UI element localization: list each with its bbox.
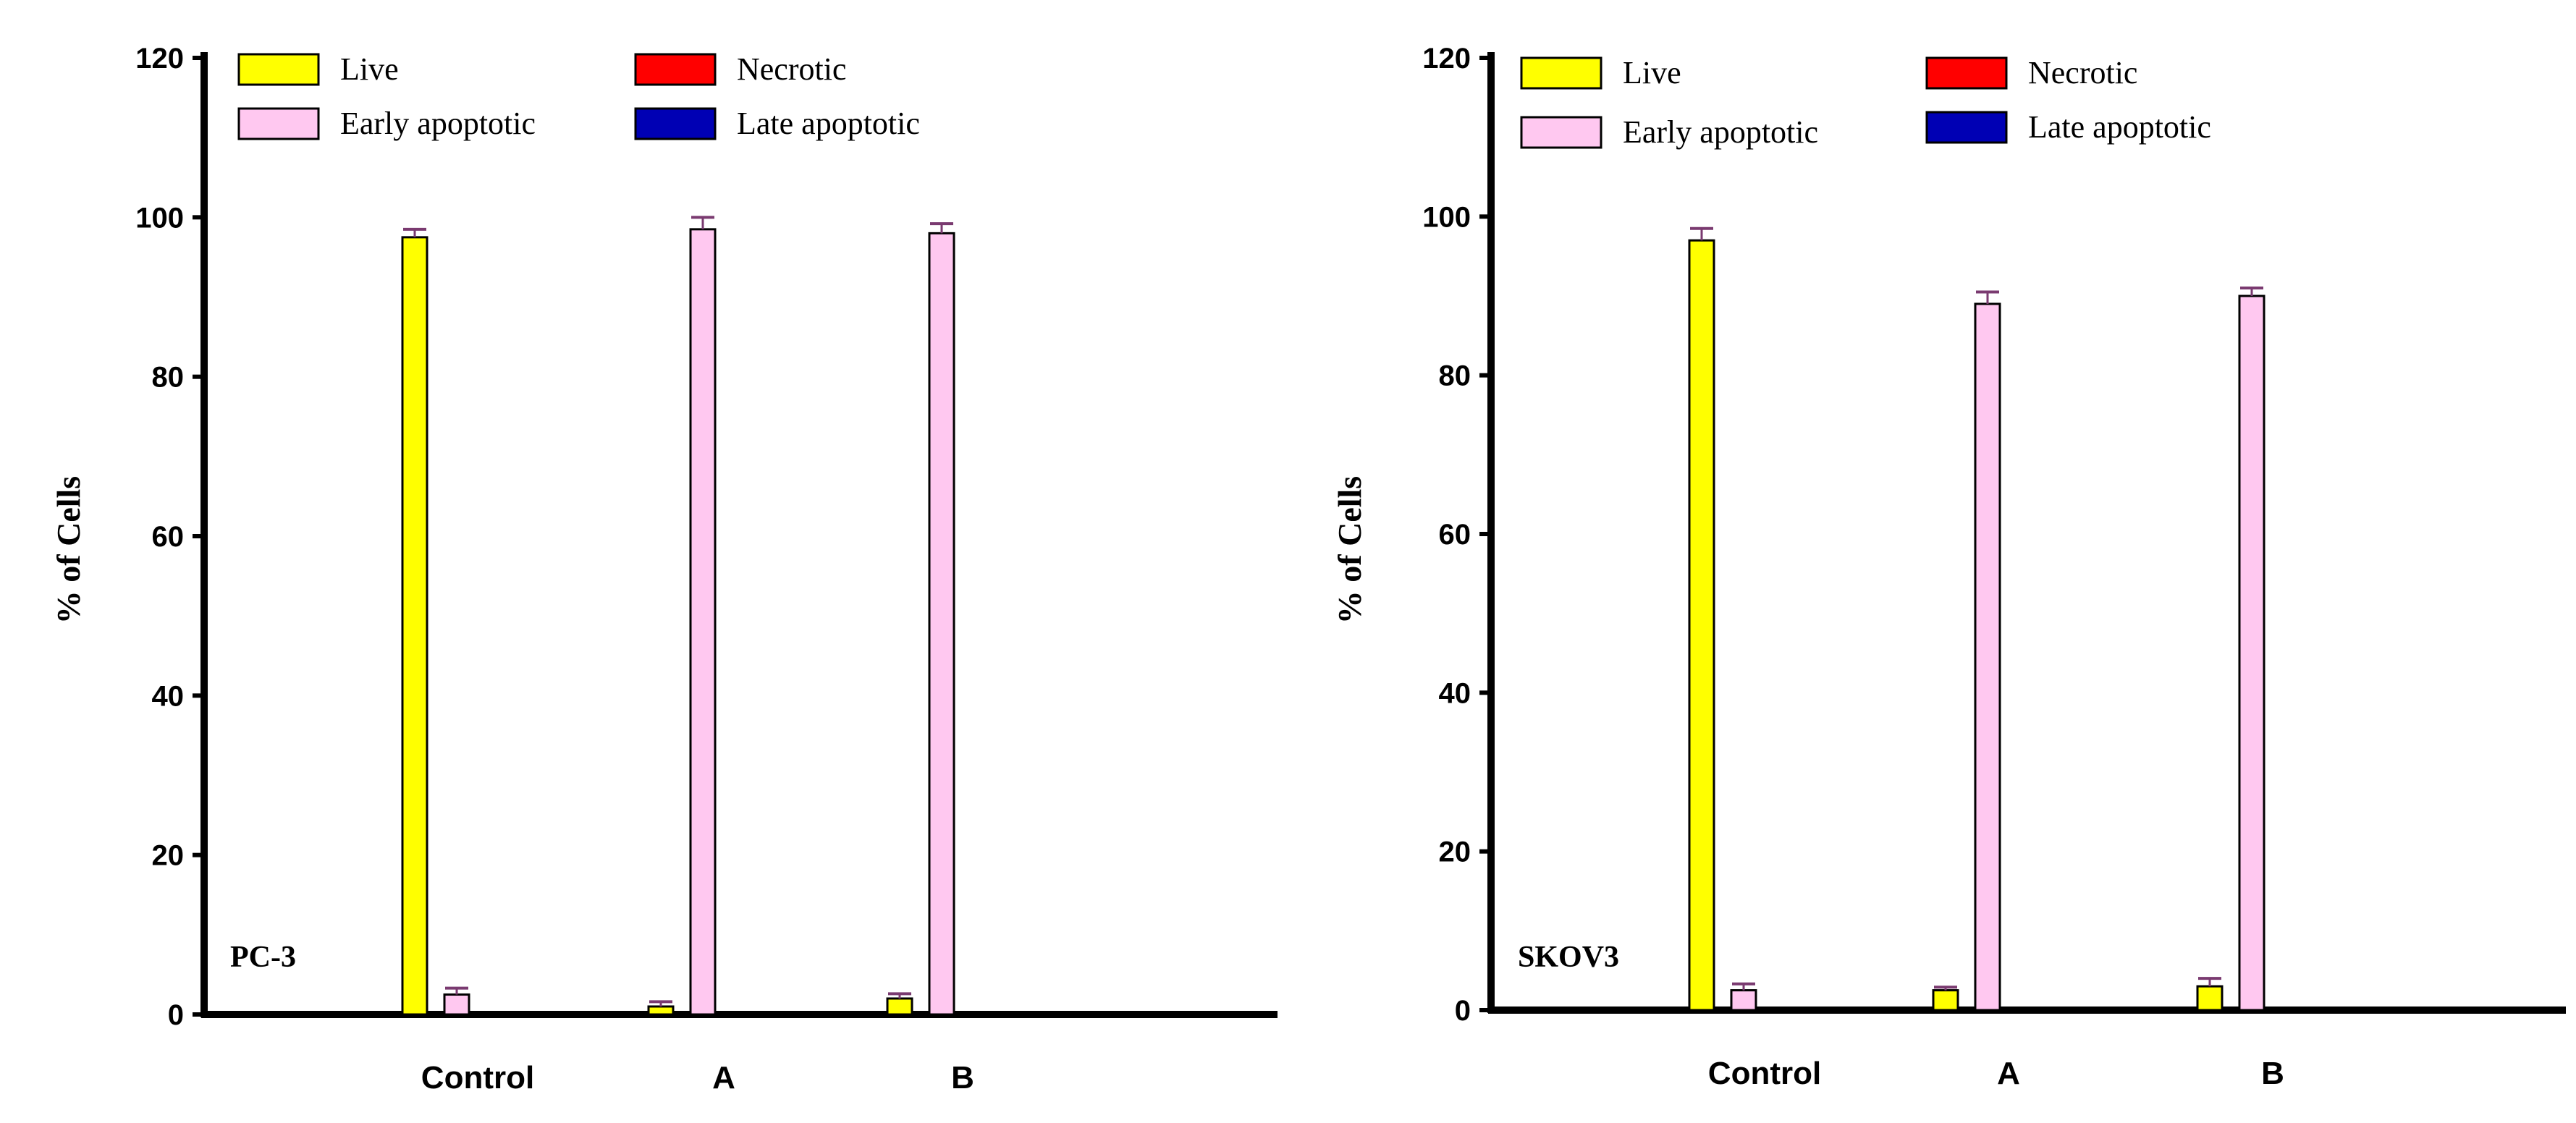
- y-axis-label: % of Cells: [1331, 476, 1368, 624]
- bar-live: [2196, 985, 2224, 1012]
- chart-panel-pc3: % of Cells PC-3 0 20 40 60 80 100 120 Control A B…: [50, 43, 1278, 1096]
- bar-live: [401, 236, 428, 1016]
- y-tick-label: 20: [1439, 836, 1471, 868]
- y-axis-label: % of Cells: [50, 476, 87, 624]
- panel-label: PC-3: [230, 941, 296, 974]
- x-category-label: B: [951, 1060, 974, 1096]
- legend-label: Live: [340, 51, 399, 87]
- legend-label: Late apoptotic: [737, 106, 920, 141]
- bar-live: [1688, 239, 1715, 1012]
- legend-swatch-early-apoptotic: [1520, 116, 1602, 149]
- x-category-label: Control: [1708, 1056, 1821, 1091]
- x-category-label: A: [1997, 1056, 2020, 1091]
- y-tick-label: 120: [135, 43, 184, 75]
- legend-swatch-live: [1520, 56, 1602, 90]
- legend-label: Late apoptotic: [2028, 109, 2211, 145]
- y-tick-label: 60: [152, 521, 185, 553]
- panel-label: SKOV3: [1518, 941, 1619, 974]
- y-tick-label: 0: [1455, 995, 1471, 1027]
- legend-label: Necrotic: [2028, 55, 2137, 90]
- legend-label: Early apoptotic: [1623, 114, 1818, 150]
- bar-live: [886, 997, 913, 1016]
- x-category-label: A: [712, 1060, 735, 1096]
- bar-early-apoptotic: [2238, 294, 2265, 1012]
- y-tick-label: 80: [152, 362, 185, 394]
- bar-live: [1932, 989, 1959, 1012]
- legend-swatch-late-apoptotic: [1925, 111, 2008, 144]
- bar-live: [647, 1005, 675, 1016]
- bar-early-apoptotic: [689, 228, 717, 1016]
- y-tick-label: 100: [135, 202, 184, 234]
- x-category-label: B: [2261, 1056, 2284, 1091]
- legend-label: Necrotic: [737, 51, 846, 87]
- legend-swatch-necrotic: [634, 53, 717, 86]
- legend-swatch-necrotic: [1925, 56, 2008, 90]
- bar-early-apoptotic: [1974, 302, 2001, 1012]
- y-tick-label: 80: [1439, 360, 1471, 392]
- bar-early-apoptotic: [1730, 989, 1757, 1012]
- x-category-label: Control: [421, 1060, 534, 1096]
- bar-early-apoptotic: [928, 232, 955, 1016]
- y-tick-label: 0: [168, 999, 184, 1031]
- y-tick-label: 40: [1439, 677, 1471, 709]
- chart-panel-skov3: % of Cells SKOV3 0 20 40 60 80 100 120 Control A…: [1331, 43, 2566, 1091]
- y-tick-label: 100: [1422, 201, 1471, 233]
- bar-early-apoptotic: [443, 993, 470, 1016]
- legend-swatch-live: [237, 53, 320, 86]
- y-tick-label: 120: [1422, 43, 1471, 75]
- legend-swatch-early-apoptotic: [237, 107, 320, 140]
- legend-label: Early apoptotic: [340, 106, 536, 141]
- y-tick-label: 20: [152, 840, 185, 872]
- legend-label: Live: [1623, 55, 1681, 90]
- legend-swatch-late-apoptotic: [634, 107, 717, 140]
- y-tick-label: 60: [1439, 519, 1471, 551]
- y-tick-label: 40: [152, 680, 185, 712]
